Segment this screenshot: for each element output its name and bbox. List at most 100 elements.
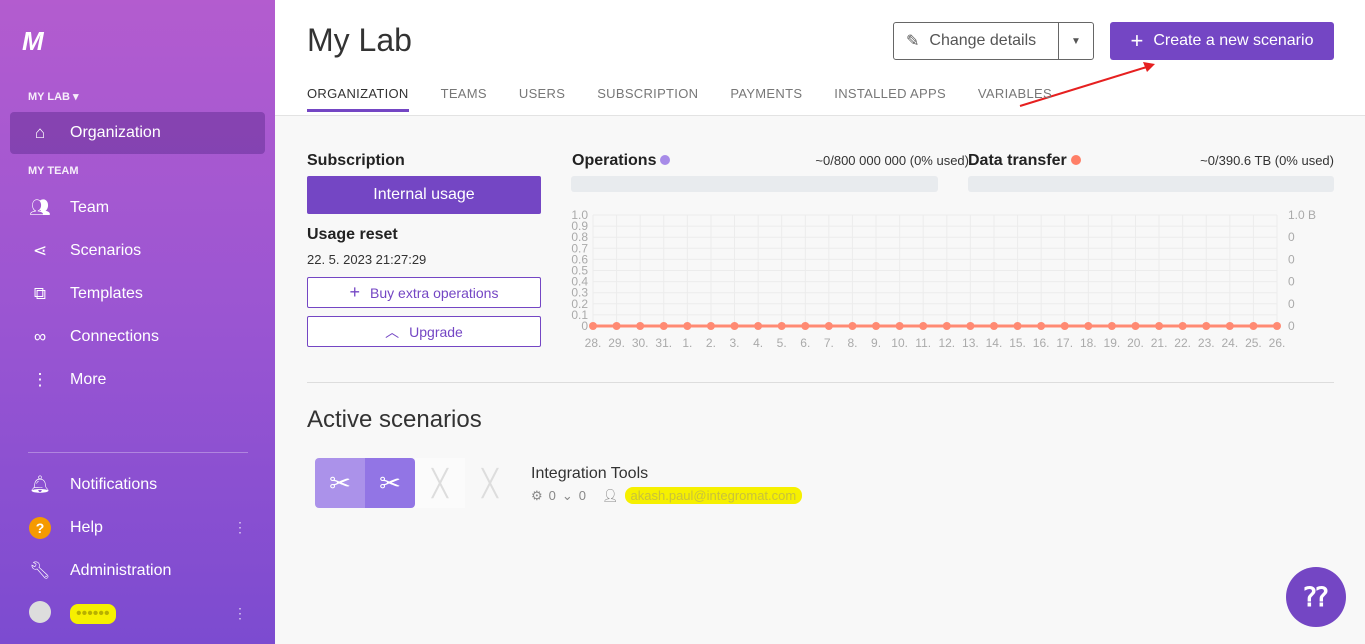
tab-payments[interactable]: PAYMENTS	[730, 86, 803, 101]
help-icon: ?	[28, 517, 52, 539]
tab-subscription[interactable]: SUBSCRIPTION	[597, 86, 699, 101]
plus-icon: +	[1130, 28, 1144, 53]
data-point	[1013, 322, 1022, 330]
buy-extra-operations-button[interactable]: + Buy extra operations	[307, 277, 541, 308]
y-tick-label: 0.8	[571, 230, 588, 244]
y-tick-label: 0	[581, 319, 588, 333]
x-tick-label: 24.	[1221, 336, 1238, 350]
x-tick-label: 7.	[824, 336, 834, 350]
x-tick-label: 11.	[915, 336, 931, 350]
users-icon: 👥︎	[29, 198, 51, 217]
tab-installed-apps[interactable]: INSTALLED APPS	[834, 86, 946, 101]
y-tick-label: 0.4	[571, 275, 588, 289]
y-tick-label: 0.3	[571, 286, 588, 300]
x-tick-label: 3.	[730, 336, 740, 350]
user-icon: 👤︎	[602, 487, 619, 503]
x-tick-label: 5.	[777, 336, 787, 350]
data-point	[872, 322, 881, 330]
make-logo[interactable]: M	[22, 26, 44, 56]
x-tick-label: 28.	[585, 336, 602, 350]
puzzle-icon: ⧉	[33, 284, 47, 303]
usage-reset-label: Usage reset	[307, 226, 398, 243]
create-scenario-button[interactable]: + Create a new scenario	[1110, 22, 1334, 60]
data-point	[1084, 322, 1093, 330]
tab-variables[interactable]: VARIABLES	[977, 86, 1052, 101]
x-tick-label: 19.	[1104, 336, 1121, 350]
y2-tick-label: 0	[1288, 297, 1295, 311]
chevron-down-icon[interactable]: ▼	[1071, 35, 1081, 47]
scenario-thumbnails[interactable]: ✂ ✂ ╳ ╳	[315, 458, 515, 508]
data-point	[824, 322, 833, 330]
x-tick-label: 23.	[1198, 336, 1215, 350]
org-switcher[interactable]: MY LAB ▾	[28, 91, 79, 103]
sidebar-item-help[interactable]: ? Help	[10, 507, 265, 549]
tools-app-icon: ✂	[315, 458, 365, 508]
data-transfer-label: Data transfer	[968, 152, 1081, 170]
data-point	[730, 322, 739, 330]
sidebar-item-notifications[interactable]: 🔔︎ Notifications	[29, 475, 158, 494]
data-point	[1060, 322, 1069, 330]
x-tick-label: 17.	[1056, 336, 1073, 350]
x-tick-label: 2.	[706, 336, 716, 350]
data-point	[1249, 322, 1258, 330]
chat-icon: ⁇	[1304, 581, 1328, 612]
y-tick-label: 1.0	[571, 208, 588, 222]
y2-tick-label: 0	[1288, 275, 1295, 289]
data-point	[1178, 322, 1187, 330]
scenario-meta: ⚙ 0 ⌄ 0 👤︎ akash.paul@integromat.com	[531, 487, 803, 504]
user-menu-icon[interactable]: ⋮	[233, 605, 247, 621]
x-tick-label: 25.	[1245, 336, 1262, 350]
active-scenarios-title: Active scenarios	[307, 406, 482, 433]
user-profile[interactable]: ••••••	[10, 593, 265, 635]
change-details-button[interactable]: ✎ Change details ▼	[893, 22, 1094, 60]
scenario-name[interactable]: Integration Tools	[531, 465, 649, 482]
chevron-up-icon: ︿	[385, 323, 400, 340]
y-tick-label: 0.2	[571, 297, 588, 311]
x-tick-label: 15.	[1009, 336, 1026, 350]
data-transfer-legend-dot	[1070, 155, 1081, 165]
data-point	[942, 322, 951, 330]
x-tick-label: 4.	[753, 336, 763, 350]
owner-email: akash.paul@integromat.com	[624, 487, 803, 504]
y2-tick-label: 0	[1288, 319, 1295, 333]
sidebar-item-scenarios[interactable]: ⋖ Scenarios	[10, 230, 265, 272]
data-point	[636, 322, 645, 330]
sidebar-item-more[interactable]: ⋮ More	[10, 359, 265, 401]
tab-teams[interactable]: TEAMS	[440, 86, 487, 101]
avatar	[28, 600, 52, 628]
sidebar-item-organization[interactable]: ⌂ Organization	[10, 112, 265, 154]
x-tick-label: 6.	[800, 336, 810, 350]
plan-badge: Internal usage	[307, 176, 541, 214]
chat-support-button[interactable]: ⁇	[1286, 567, 1346, 627]
gear-icon: ⚙	[531, 487, 543, 503]
x-tick-label: 26.	[1269, 336, 1286, 350]
sidebar-item-administration[interactable]: 🔧︎ Administration	[29, 561, 172, 580]
data-point	[612, 322, 621, 330]
data-point	[966, 322, 975, 330]
data-point	[895, 322, 904, 330]
tab-users[interactable]: USERS	[518, 86, 566, 101]
sidebar-item-team[interactable]: 👥︎ Team	[29, 198, 110, 217]
help-menu-icon[interactable]: ⋮	[233, 519, 247, 535]
y-tick-label: 0.5	[571, 264, 588, 278]
x-tick-label: 29.	[608, 336, 625, 350]
main-content: My Lab ✎ Change details ▼ + Create a new sc…	[275, 0, 1365, 644]
tab-organization[interactable]: ORGANIZATION	[307, 86, 409, 112]
operations-label: Operations	[572, 152, 671, 170]
empty-slot-icon: ╳	[415, 458, 465, 508]
data-point	[919, 322, 928, 330]
y-tick-label: 0.6	[571, 252, 588, 266]
data-point	[1202, 322, 1211, 330]
sidebar-item-connections[interactable]: ∞ Connections	[10, 316, 265, 358]
home-icon: ⌂	[34, 123, 46, 142]
sidebar-item-templates[interactable]: ⧉ Templates	[10, 273, 265, 315]
y2-tick-label: 0	[1288, 230, 1295, 244]
upgrade-button[interactable]: ︿ Upgrade	[307, 316, 541, 347]
subscription-label: Subscription	[307, 152, 405, 169]
x-tick-label: 21.	[1151, 336, 1168, 350]
data-point	[848, 322, 857, 330]
data-point	[659, 322, 668, 330]
data-point	[589, 322, 597, 330]
more-vertical-icon: ⋮	[31, 370, 49, 389]
y2-tick-label: 0	[1288, 252, 1295, 266]
